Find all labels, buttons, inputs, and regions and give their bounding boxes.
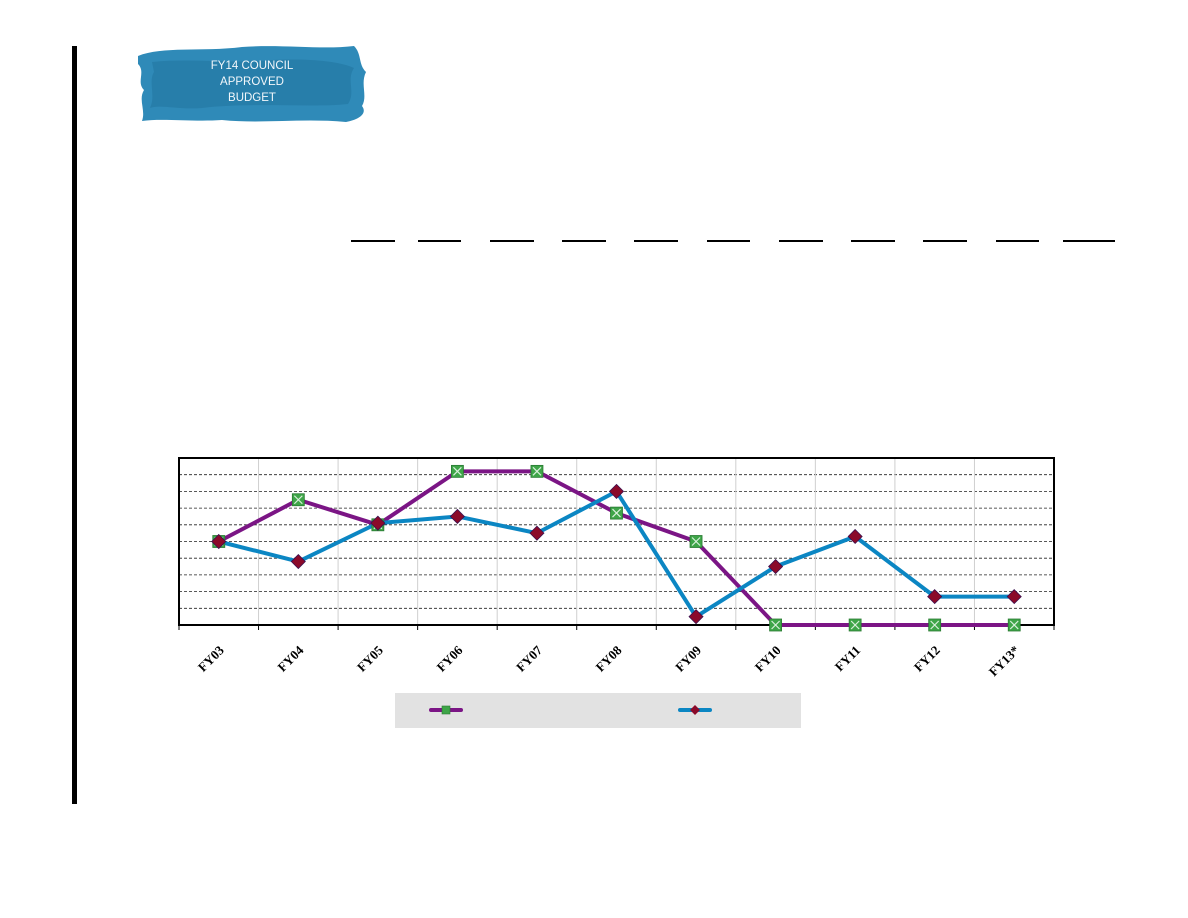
series-1-point [689, 535, 703, 548]
column-rule [351, 240, 395, 242]
column-rule [490, 240, 534, 242]
x-tick-label: FY09 [672, 642, 704, 674]
header-rule-row [0, 240, 1188, 242]
column-rule [851, 240, 895, 242]
logo-text: FY14 COUNCIL APPROVED BUDGET [132, 58, 372, 106]
series-1-point [769, 618, 782, 632]
series-1-point [1007, 618, 1021, 632]
series-1-point [848, 618, 862, 632]
series-2-point [290, 553, 306, 570]
column-rule [779, 240, 823, 242]
logo-line-3: BUDGET [228, 92, 276, 104]
legend-swatch-marker [441, 705, 451, 715]
column-rule [923, 240, 967, 242]
column-rule [418, 240, 461, 242]
x-tick-label: FY05 [354, 642, 386, 674]
series-2-point [847, 528, 863, 545]
logo-line-2: APPROVED [220, 76, 284, 88]
x-tick-label: FY07 [513, 642, 545, 674]
x-tick-label: FY12 [911, 643, 943, 675]
series-2-point [529, 525, 545, 541]
legend-swatch-marker [690, 705, 700, 715]
paint-stroke-icon [138, 46, 366, 122]
series-2-point [211, 533, 227, 550]
series-1-point [610, 506, 623, 520]
series-2-point [1006, 589, 1022, 605]
left-margin-rule [72, 46, 77, 804]
series-2-point [608, 483, 625, 499]
series-1-point [530, 464, 544, 478]
x-tick-label: FY13* [986, 643, 1023, 680]
series-2-point [688, 609, 704, 625]
series-2-point [449, 508, 465, 525]
column-rule [562, 240, 606, 242]
series-2-point [370, 515, 386, 531]
column-rule [996, 240, 1039, 242]
column-rule [707, 240, 750, 242]
x-tick-label: FY08 [593, 642, 625, 674]
x-tick-label: FY10 [752, 643, 784, 675]
x-tick-label: FY03 [195, 642, 227, 674]
series-1-point [928, 618, 942, 632]
plot-area [178, 457, 1055, 626]
x-tick-label: FY06 [433, 642, 465, 674]
x-tick-label: FY04 [274, 642, 306, 674]
series-1-point [291, 493, 305, 507]
column-rule [1063, 240, 1115, 242]
budget-logo: FY14 COUNCIL APPROVED BUDGET [132, 42, 372, 124]
series-2-point [768, 558, 784, 575]
logo-line-1: FY14 COUNCIL [210, 60, 294, 72]
column-rule [634, 240, 678, 242]
series-2-point [927, 589, 943, 605]
x-tick-label: FY11 [832, 643, 864, 675]
series-1-point [451, 464, 464, 478]
